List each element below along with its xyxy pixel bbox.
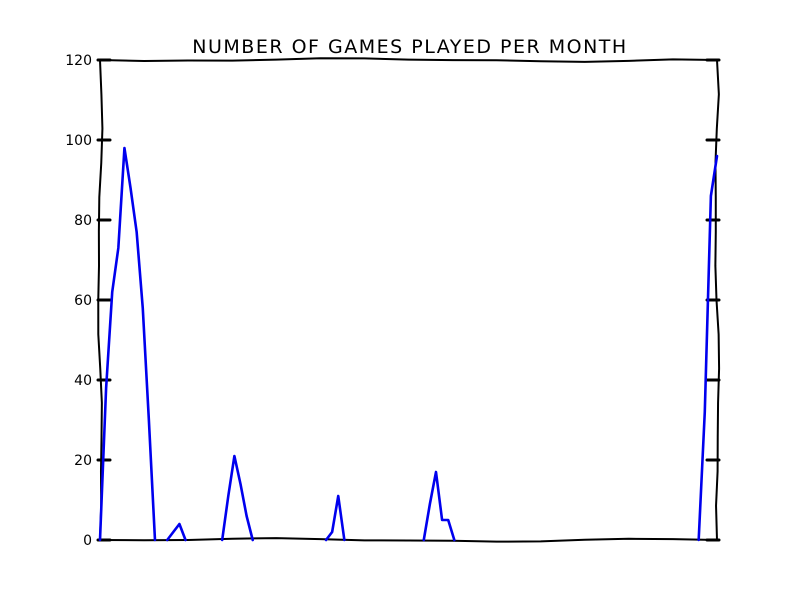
series-line-segment: [422, 470, 456, 542]
y-axis-ticks: 0 20 40 60 80 100 120: [65, 53, 721, 549]
axis-frame-top: [99, 57, 718, 63]
y-tick-label: 0: [83, 533, 92, 549]
series-line-segment: [324, 494, 346, 542]
axis-frame-bottom: [99, 537, 718, 543]
series-line-segment: [697, 154, 719, 542]
y-tick-label: 100: [65, 133, 92, 149]
series-lines: [98, 146, 719, 542]
series-line-segment: [165, 522, 187, 542]
series-line-segment: [98, 146, 157, 542]
chart-title: NUMBER OF GAMES PLAYED PER MONTH: [192, 36, 627, 58]
series-line-segment: [220, 454, 255, 542]
y-tick-label: 60: [74, 293, 92, 309]
y-tick-label: 80: [74, 213, 92, 229]
y-tick-label: 40: [74, 373, 92, 389]
y-tick-label: 120: [65, 53, 92, 69]
axes-frame: [97, 57, 721, 543]
y-tick-label: 20: [74, 453, 92, 469]
